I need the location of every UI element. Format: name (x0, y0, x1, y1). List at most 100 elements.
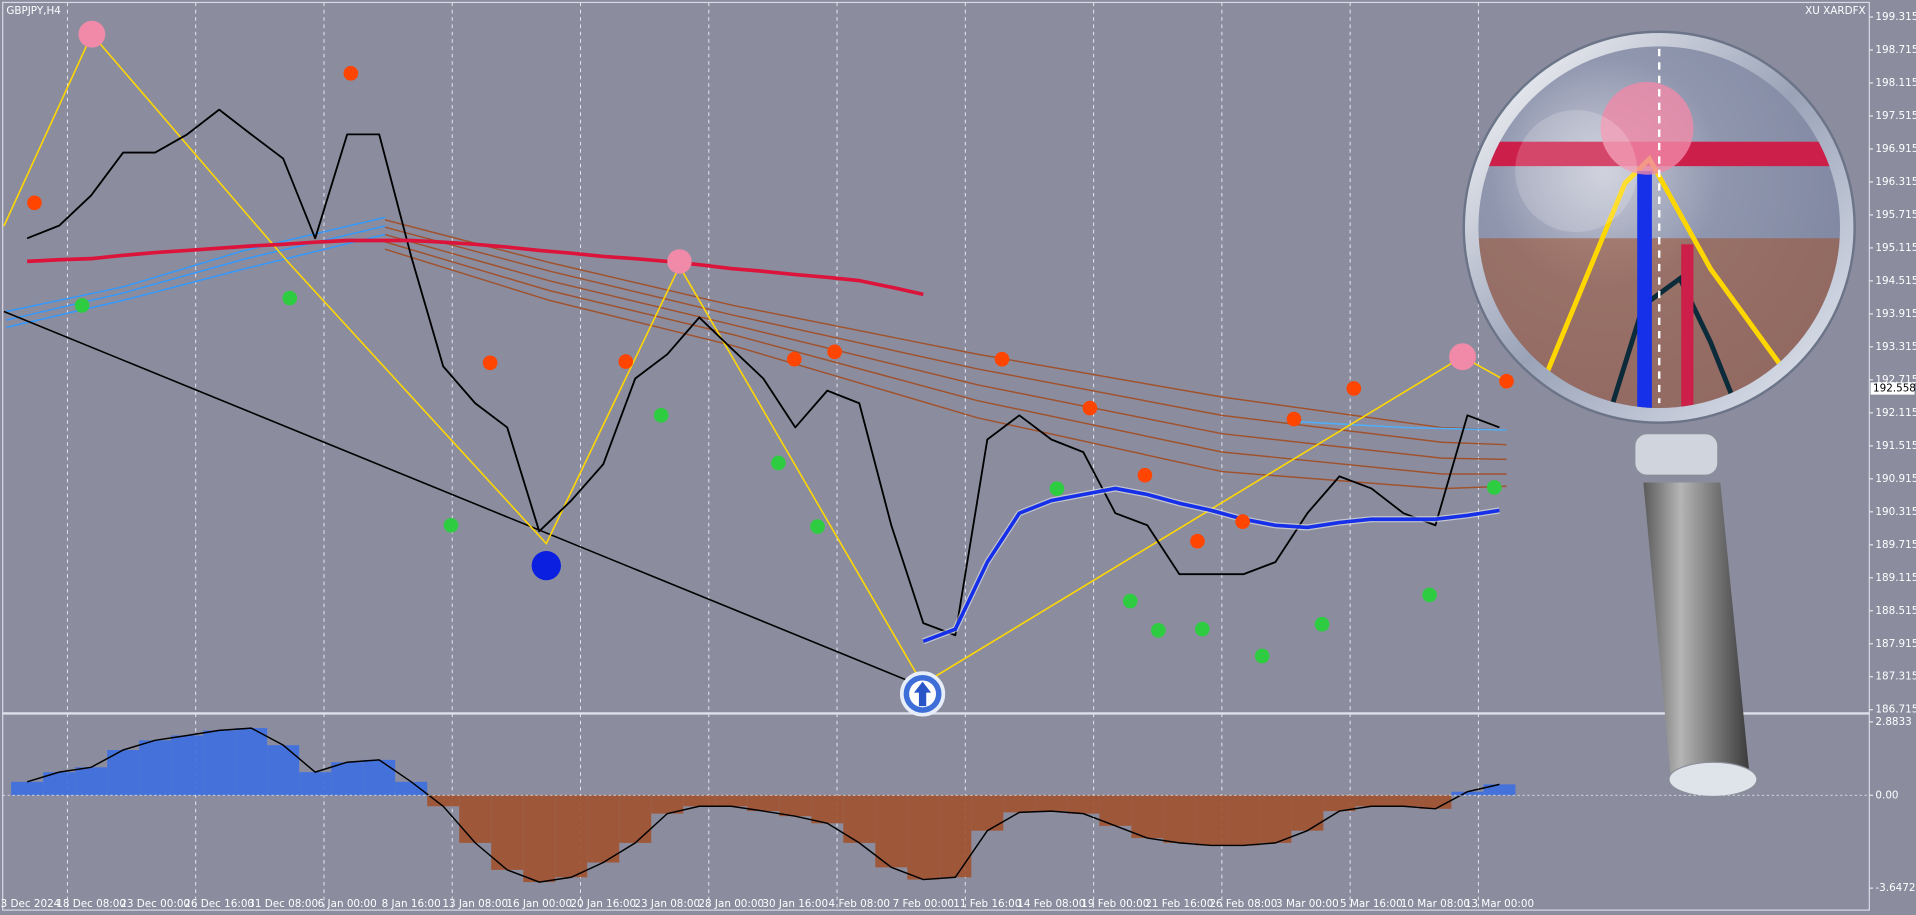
current-price-box (1870, 382, 1915, 395)
histogram-bar (939, 795, 972, 878)
x-tick-label: 13 Mar 00:00 (1465, 898, 1534, 910)
histogram-bar (491, 795, 524, 870)
histogram-bar (11, 781, 44, 796)
y-tick-label: 189.715 (1875, 539, 1916, 551)
histogram-bar (619, 795, 652, 843)
y-tick-label: 2.8833 (1875, 716, 1911, 728)
ma-line (922, 486, 1500, 644)
histogram-bar (715, 795, 748, 807)
histogram-bar (1067, 795, 1100, 814)
signals (27, 20, 1514, 717)
x-tick-label: 23 Dec 00:00 (120, 898, 190, 910)
histogram-bar (1195, 795, 1228, 846)
trend-line (3, 310, 923, 688)
histogram-bar (107, 749, 140, 796)
x-tick-label: 31 Dec 08:00 (248, 898, 318, 910)
histogram-bar (971, 795, 1004, 831)
magnifier (1462, 30, 1856, 798)
price-line (26, 108, 1500, 637)
histogram-bar (427, 795, 460, 807)
y-tick-label: -3.6472 (1875, 882, 1915, 894)
x-tick-label: 14 Feb 08:00 (1017, 898, 1085, 910)
histogram-bar (651, 795, 684, 814)
symbol-title: GBPJPY,H4 (6, 5, 61, 17)
histogram-bar (171, 735, 204, 796)
x-tick-label: 8 Jan 16:00 (382, 898, 441, 910)
y-tick-label: 191.515 (1875, 440, 1916, 452)
y-tick-label: 199.315 (1875, 11, 1916, 23)
histogram-bar (1131, 795, 1164, 839)
histogram-bar (683, 795, 716, 807)
x-tick-label: 5 Mar 16:00 (1340, 898, 1403, 910)
histogram-outline (26, 727, 1500, 883)
y-tick-label: 192.715 (1875, 374, 1916, 386)
x-tick-label: 16 Jan 00:00 (506, 898, 572, 910)
histogram-bar (1323, 795, 1356, 812)
ma-ribbon (6, 216, 1507, 490)
histogram-bar (267, 745, 300, 796)
y-tick-label: 196.315 (1875, 176, 1916, 188)
y-tick-label: 198.715 (1875, 44, 1916, 56)
y-tick-label: 197.515 (1875, 110, 1916, 122)
y-tick-label: 193.915 (1875, 308, 1916, 320)
histogram-bar (235, 728, 268, 796)
plot (26, 108, 1500, 645)
y-tick-label: 196.915 (1875, 143, 1916, 155)
histogram-bar (203, 730, 236, 796)
x-tick-label: 30 Jan 16:00 (762, 898, 828, 910)
y-tick-label: 186.715 (1875, 704, 1916, 716)
y-tick-label: 194.515 (1875, 275, 1916, 287)
histogram-bar (1355, 795, 1388, 807)
y-tick-label: 190.915 (1875, 473, 1916, 485)
histogram-bar (299, 772, 332, 796)
histogram-bar (75, 767, 108, 796)
histogram-bar (139, 740, 172, 796)
x-tick-label: 7 Feb 00:00 (893, 898, 954, 910)
histogram-bar (1035, 795, 1068, 812)
histogram-bar (587, 795, 620, 863)
histogram-bar (523, 795, 556, 883)
y-tick-label: 195.715 (1875, 209, 1916, 221)
histogram-bar (875, 795, 908, 868)
histogram-bar (1099, 795, 1132, 826)
histogram-bar (1003, 795, 1036, 813)
histogram-bar (843, 795, 876, 843)
y-tick-label: 195.115 (1875, 242, 1916, 254)
plot-frame (2, 1, 1870, 911)
histogram-bar (331, 762, 364, 796)
y-tick-label: 193.315 (1875, 341, 1916, 353)
x-tick-label: 6 Jan 00:00 (318, 898, 377, 910)
x-tick-label: 4 Feb 08:00 (829, 898, 890, 910)
histogram-bar (1259, 795, 1292, 843)
y-tick-label: 189.115 (1875, 572, 1916, 584)
x-tick-label: 13 Dec 2024 (0, 898, 61, 910)
x-tick-label: 19 Feb 00:00 (1081, 898, 1149, 910)
histogram-bar (1419, 795, 1452, 809)
histogram-bar (363, 759, 396, 796)
histogram-bar (907, 795, 940, 880)
x-tick-label: 10 Mar 08:00 (1401, 898, 1470, 910)
histogram-bar (1291, 795, 1324, 831)
x-tick-label: 28 Jan 00:00 (698, 898, 764, 910)
y-tick-label: 190.315 (1875, 506, 1916, 518)
zigzag (3, 32, 1507, 686)
y-tick-label: 188.515 (1875, 605, 1916, 617)
histogram-bar (1227, 795, 1260, 846)
histogram-bar (1451, 791, 1484, 796)
histogram-bar (459, 795, 492, 843)
current-price-label: 192.558 (1873, 382, 1916, 394)
histogram-bar (1163, 795, 1196, 843)
x-tick-label: 13 Jan 08:00 (442, 898, 508, 910)
oscillator (11, 727, 1516, 883)
histogram-bar (779, 795, 812, 817)
ma-line (27, 238, 924, 297)
y-tick-label: 0.00 (1875, 789, 1898, 801)
histogram-bar (395, 781, 428, 796)
y-tick-label: 187.315 (1875, 671, 1916, 683)
histogram-bar (811, 795, 844, 824)
histogram-bar (747, 795, 780, 812)
y-tick-label: 192.115 (1875, 407, 1916, 419)
histogram-bar (1483, 784, 1516, 796)
